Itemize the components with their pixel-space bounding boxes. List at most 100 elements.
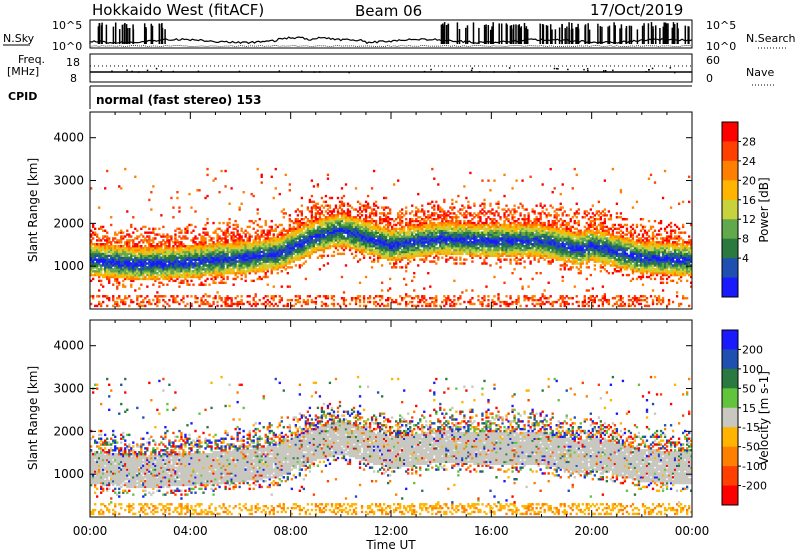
heatmap-cell xyxy=(419,210,422,213)
heatmap-cell xyxy=(358,248,362,252)
heatmap-cell xyxy=(212,302,215,306)
heatmap-cell xyxy=(423,229,426,232)
heatmap-cell xyxy=(395,223,398,227)
heatmap-cell xyxy=(126,239,129,242)
heatmap-cell xyxy=(230,297,233,300)
heatmap-cell xyxy=(146,266,149,269)
heatmap-cell xyxy=(306,227,310,231)
heatmap-cell xyxy=(180,252,183,256)
heatmap-cell xyxy=(210,266,213,269)
heatmap-cell xyxy=(120,187,123,190)
heatmap-cell xyxy=(224,271,227,275)
heatmap-cell xyxy=(172,244,175,248)
heatmap-cell xyxy=(114,268,117,271)
heatmap-cell xyxy=(242,256,245,259)
heatmap-cell xyxy=(276,248,279,252)
heatmap-cell xyxy=(226,239,229,242)
heatmap-cell xyxy=(296,214,299,217)
heatmap-cell xyxy=(116,281,119,284)
heatmap-cell xyxy=(403,229,406,232)
heatmap-cell xyxy=(282,208,285,211)
heatmap-cell xyxy=(477,246,480,250)
heatmap-cell xyxy=(427,254,430,258)
heatmap-cell xyxy=(104,268,107,271)
heatmap-cell xyxy=(174,268,177,271)
heatmap-cell xyxy=(469,223,472,227)
heatmap-cell xyxy=(196,246,199,250)
heatmap-cell xyxy=(214,243,217,246)
heatmap-cell xyxy=(481,297,484,300)
heatmap-cell xyxy=(136,262,139,265)
heatmap-cell xyxy=(479,256,482,259)
heatmap-cell xyxy=(417,295,420,298)
heatmap-cell xyxy=(429,233,432,236)
heatmap-cell xyxy=(384,248,388,252)
heatmap-cell xyxy=(332,250,336,254)
heatmap-cell xyxy=(266,268,269,271)
heatmap-cell xyxy=(186,246,189,250)
heatmap-cell xyxy=(142,262,145,265)
heatmap-cell xyxy=(391,248,394,252)
heatmap-cell xyxy=(200,268,203,271)
heatmap-cell xyxy=(403,214,406,217)
heatmap-cell xyxy=(386,289,390,292)
heatmap-cell xyxy=(184,252,187,256)
heatmap-cell xyxy=(443,200,446,204)
heatmap-cell xyxy=(322,295,326,298)
heatmap-cell xyxy=(218,271,221,275)
heatmap-cell xyxy=(182,300,185,304)
heatmap-cell xyxy=(232,231,235,234)
heatmap-cell xyxy=(198,270,201,273)
heatmap-cell xyxy=(258,264,261,267)
heatmap-cell xyxy=(340,210,344,213)
heatmap-cell xyxy=(364,246,368,250)
heatmap-cell xyxy=(114,279,117,283)
heatmap-cell xyxy=(469,212,472,215)
heatmap-cell xyxy=(336,243,340,246)
heatmap-cell xyxy=(138,264,141,267)
heatmap-cell xyxy=(451,221,454,225)
heatmap-cell xyxy=(374,219,378,223)
heatmap-cell xyxy=(130,258,133,261)
heatmap-cell xyxy=(455,262,458,265)
heatmap-cell xyxy=(210,243,213,246)
heatmap-cell xyxy=(214,229,217,232)
heatmap-cell xyxy=(130,235,133,238)
heatmap-cell xyxy=(360,233,364,236)
heatmap-cell xyxy=(132,216,135,219)
heatmap-cell xyxy=(234,271,237,275)
heatmap-cell xyxy=(384,214,388,217)
heatmap-cell xyxy=(126,252,129,256)
heatmap-cell xyxy=(200,252,203,256)
heatmap-cell xyxy=(308,256,312,259)
heatmap-cell xyxy=(320,229,324,232)
heatmap-cell xyxy=(108,298,111,302)
heatmap-cell xyxy=(98,279,101,283)
heatmap-cell xyxy=(216,254,219,258)
heatmap-cell xyxy=(423,221,426,225)
heatmap-cell xyxy=(415,225,418,229)
heatmap-cell xyxy=(102,256,105,259)
heatmap-cell xyxy=(256,252,259,256)
heatmap-cell xyxy=(236,241,239,244)
heatmap-cell xyxy=(288,254,291,258)
heatmap-cell xyxy=(128,256,131,259)
heatmap-cell xyxy=(208,268,211,271)
heatmap-cell xyxy=(124,258,127,261)
heatmap-cell xyxy=(236,243,239,246)
heatmap-cell xyxy=(208,252,211,256)
heatmap-cell xyxy=(198,233,201,236)
heatmap-cell xyxy=(104,264,107,267)
heatmap-cell xyxy=(224,258,227,261)
heatmap-cell xyxy=(423,250,426,254)
heatmap-cell xyxy=(134,273,137,277)
heatmap-cell xyxy=(242,271,245,275)
heatmap-cell xyxy=(399,239,402,242)
heatmap-cell xyxy=(244,235,247,238)
heatmap-cell xyxy=(268,231,271,234)
heatmap-cell xyxy=(280,243,283,246)
heatmap-cell xyxy=(204,239,207,242)
heatmap-cell xyxy=(164,266,167,269)
heatmap-cell xyxy=(220,304,223,308)
heatmap-cell xyxy=(360,239,364,242)
